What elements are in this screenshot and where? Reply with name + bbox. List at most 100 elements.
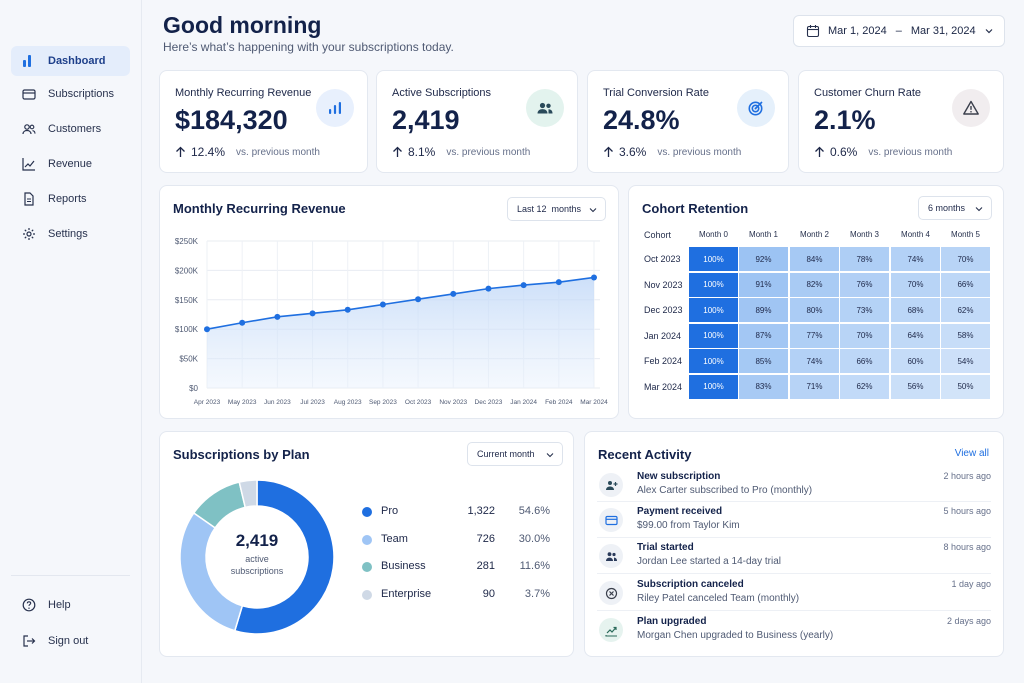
plan-range-select[interactable]: Current month (467, 442, 563, 466)
select-value: Last 12 months (517, 204, 582, 214)
cohort-cell: 76% (840, 272, 889, 297)
activity-time: 2 hours ago (943, 471, 991, 481)
legend-swatch (362, 534, 372, 545)
cohort-cell: 85% (739, 349, 788, 373)
sidebar-item-label: Help (48, 599, 71, 611)
x-tick-label: Apr 2023 (194, 399, 221, 406)
activity-title: Payment received (637, 506, 723, 517)
kpi-value: $184,320 (175, 105, 288, 135)
cohort-month-header: Month 0 (699, 230, 728, 239)
sidebar-item-sign-out[interactable]: Sign out (11, 626, 130, 656)
kpi-title: Monthly Recurring Revenue (175, 87, 312, 99)
data-point (379, 301, 386, 308)
page-subtitle: Here’s what’s happening with your subscr… (163, 40, 454, 54)
activity-row[interactable]: Trial started Jordan Lee started a 14-da… (597, 542, 991, 576)
data-point (274, 313, 281, 320)
activity-row[interactable]: Payment received $99.00 from Taylor Kim … (597, 506, 991, 540)
sidebar-item-dashboard[interactable]: Dashboard (11, 46, 130, 76)
sidebar-item-subscriptions[interactable]: Subscriptions (11, 79, 130, 109)
sidebar: Dashboard Subscriptions Customers Revenu… (0, 0, 142, 683)
cohort-cell: 87% (739, 323, 788, 348)
date-end: Mar 31, 2024 (910, 25, 976, 37)
target-icon (737, 89, 775, 127)
legend-item-pro: Pro 1,322 54.6% (362, 504, 552, 520)
x-tick-label: Mar 2024 (580, 399, 608, 406)
kpi-delta: 12.4% vs. previous month (175, 145, 320, 159)
chevron-down-icon (985, 29, 993, 34)
cohort-month-header: Month 2 (800, 230, 829, 239)
cohort-cell: 100% (689, 298, 738, 322)
series-line (206, 276, 595, 330)
select-value: Current month (477, 449, 535, 459)
kpi-card-churn-rate: Customer Churn Rate 2.1% 0.6% vs. previo… (798, 70, 1004, 173)
cohort-retention-panel: Cohort Retention 6 months Cohort Month 0… (628, 185, 1004, 419)
divider (597, 610, 991, 611)
data-point (344, 306, 351, 313)
activity-title: Trial started (637, 542, 694, 553)
activity-row[interactable]: New subscription Alex Carter subscribed … (597, 471, 991, 505)
cohort-row-label: Nov 2023 (644, 279, 683, 290)
activity-desc: Morgan Chen upgraded to Business (yearly… (637, 630, 834, 641)
kpi-value: 2.1% (814, 105, 876, 135)
kpi-delta-value: 12.4% (191, 145, 226, 159)
cohort-cell: 70% (840, 323, 889, 348)
help-icon (21, 598, 36, 613)
cohort-month-header: Month 4 (901, 230, 930, 239)
sidebar-item-reports[interactable]: Reports (11, 184, 130, 214)
kpi-delta: 3.6% vs. previous month (603, 145, 741, 159)
cohort-cell: 68% (891, 298, 940, 322)
bar-chart-icon (21, 54, 36, 69)
cohort-row-label: Jan 2024 (644, 330, 682, 341)
chevron-down-icon (975, 207, 983, 212)
kpi-card-mrr: Monthly Recurring Revenue $184,320 12.4%… (159, 70, 368, 173)
legend-item-business: Business 281 11.6% (362, 559, 552, 575)
card-icon (21, 87, 36, 102)
legend-item-enterprise: Enterprise 90 3.7% (362, 587, 552, 603)
sidebar-item-label: Customers (48, 123, 102, 135)
cohort-cell: 82% (790, 272, 839, 297)
users-icon (526, 89, 564, 127)
cohort-cell: 100% (689, 374, 738, 399)
arrow-up-icon (604, 146, 613, 157)
date-range-picker[interactable]: Mar 1, 2024 – Mar 31, 2024 (793, 15, 1005, 47)
series-area (207, 277, 594, 388)
sidebar-item-customers[interactable]: Customers (11, 114, 130, 144)
x-tick-label: Nov 2023 (439, 399, 467, 406)
sidebar-item-revenue[interactable]: Revenue (11, 149, 130, 179)
donut-slice-enterprise (238, 479, 258, 509)
cohort-cell: 62% (840, 374, 889, 399)
sidebar-item-help[interactable]: Help (11, 590, 130, 620)
cohort-cell: 64% (891, 323, 940, 348)
divider (597, 537, 991, 538)
page-title: Good morning (163, 12, 322, 38)
document-icon (21, 192, 36, 207)
legend-swatch (362, 589, 372, 600)
warning-icon (952, 89, 990, 127)
mrr-line-chart: $0 $50K $100K $150K $200K $250K Apr 2023 May 20… (175, 237, 608, 406)
chevron-down-icon (589, 208, 597, 213)
cohort-cell: 74% (891, 247, 940, 271)
activity-time: 1 day ago (951, 579, 991, 589)
cohort-row-label: Oct 2023 (644, 254, 681, 264)
sidebar-item-settings[interactable]: Settings (11, 219, 130, 249)
activity-row[interactable]: Subscription canceled Riley Patel cancel… (597, 579, 991, 613)
cohort-cell: 77% (790, 323, 839, 348)
users-icon (599, 544, 623, 568)
donut-slice-pro (233, 479, 335, 635)
mrr-range-select[interactable]: Last 12 months (507, 197, 606, 221)
x-tick-label: Dec 2023 (475, 399, 503, 406)
cohort-cell: 91% (739, 272, 788, 297)
plan-donut-chart (179, 479, 335, 635)
cohort-month-header: Month 1 (749, 230, 778, 239)
chevron-down-icon (546, 453, 554, 458)
activity-desc: Jordan Lee started a 14-day trial (637, 556, 781, 567)
cohort-range-select[interactable]: 6 months (918, 196, 992, 220)
view-all-link[interactable]: View all (954, 448, 989, 459)
arrow-up-icon (815, 146, 824, 157)
kpi-delta-note: vs. previous month (868, 146, 953, 158)
sign-out-icon (21, 634, 36, 649)
activity-row[interactable]: Plan upgraded Morgan Chen upgraded to Bu… (597, 616, 991, 650)
cohort-cell: 100% (689, 323, 738, 348)
x-tick-label: Jan 2024 (510, 399, 537, 406)
x-tick-label: Aug 2023 (334, 399, 362, 406)
